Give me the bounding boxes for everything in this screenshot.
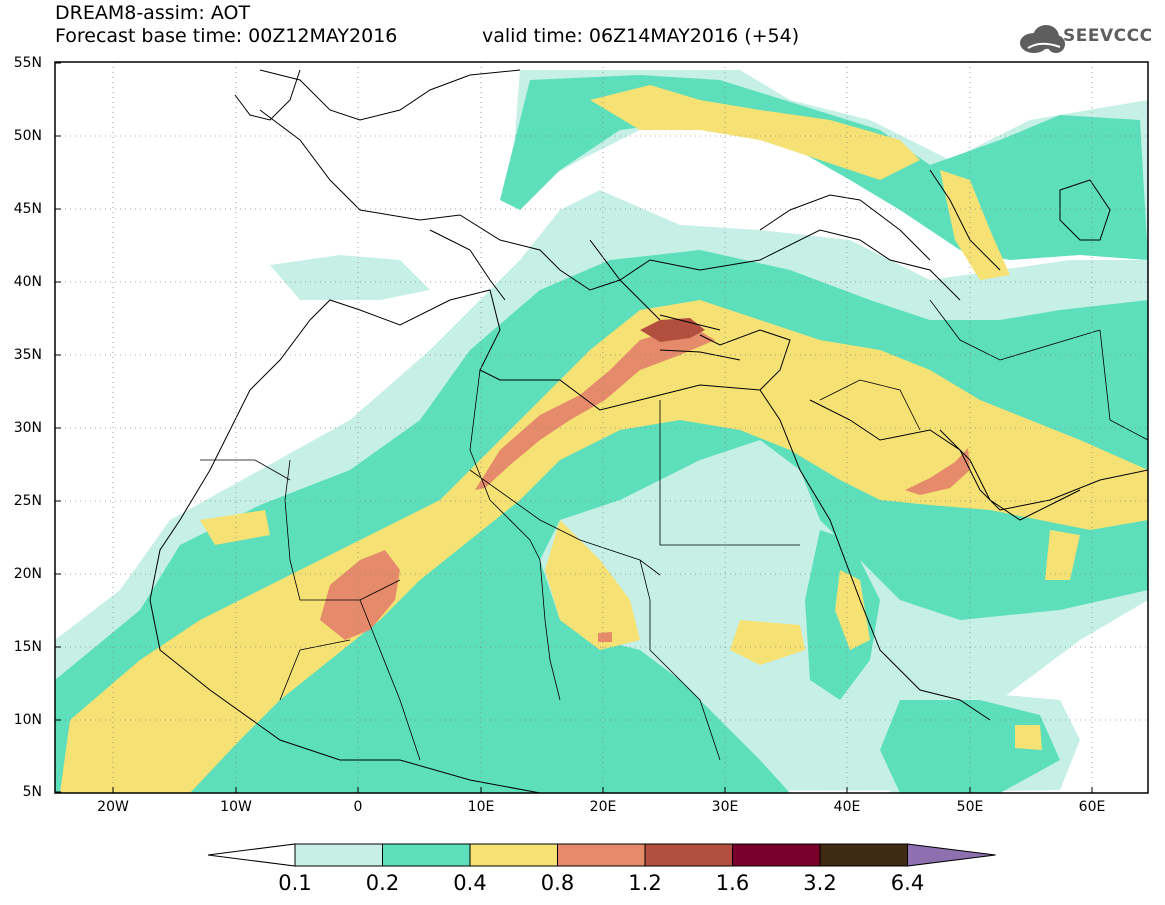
colorbar-label: 3.2 (803, 871, 837, 895)
lat-label: 45N (13, 201, 42, 217)
colorbar-swatch (819, 843, 908, 867)
chart-title: DREAM8-assim: AOT (55, 2, 251, 24)
colorbar-swatch (557, 843, 646, 867)
lon-label: 60E (1078, 799, 1106, 815)
aot-band-0.4 (835, 570, 870, 650)
aot-band-0.4 (545, 520, 640, 650)
aot-band-0.4 (1045, 530, 1080, 580)
seevccc-logo (1020, 25, 1065, 53)
aot-band-0.4 (60, 300, 1148, 793)
aot-band-0.4 (590, 85, 920, 180)
colorbar-under-arrow (207, 843, 296, 867)
colorbar-label: 0.4 (453, 871, 487, 895)
aot-band-0.4 (1015, 725, 1042, 750)
lon-label: 40E (833, 799, 861, 815)
lat-label: 35N (13, 347, 42, 363)
colorbar-label: 0.1 (278, 871, 312, 895)
colorbar-label: 0.2 (365, 871, 400, 895)
lon-label: 50E (956, 799, 984, 815)
aot-band-0.8 (475, 325, 715, 490)
lon-label: 10W (220, 799, 252, 815)
colorbar-label: 1.2 (628, 871, 662, 895)
lat-label: 5N (22, 784, 42, 800)
colorbar-label: 0.8 (540, 871, 575, 895)
lon-label: 20W (97, 799, 129, 815)
lon-label: 0 (353, 799, 363, 815)
aot-band-0.4 (730, 620, 805, 665)
colorbar-over-arrow (907, 843, 996, 867)
country-borders (200, 299, 1148, 761)
aot-band-0.8 (320, 550, 400, 640)
gridlines (55, 62, 1148, 793)
lat-label: 55N (13, 55, 42, 71)
lat-label: 15N (13, 639, 42, 655)
colorbar-label: 6.4 (890, 871, 925, 895)
colorbar-swatch (644, 843, 733, 867)
valid-time-label: valid time: 06Z14MAY2016 (+54) (482, 25, 800, 47)
lat-label: 10N (13, 712, 42, 728)
colorbar-swatch (294, 843, 383, 867)
aot-band-0.4 (200, 510, 270, 545)
axis-ticks (55, 62, 1093, 793)
cloud-icon (1020, 25, 1065, 53)
aot-band-0.4 (940, 170, 1010, 280)
aot-band-0.8 (905, 448, 970, 495)
aot-field (55, 70, 1148, 793)
colorbar-label: 1.6 (715, 871, 750, 895)
colorbar-swatch (469, 843, 558, 867)
lat-label: 40N (13, 274, 42, 290)
aot-band-0.2 (880, 700, 1060, 793)
lon-label: 10E (467, 799, 495, 815)
lat-label: 30N (13, 420, 42, 436)
lon-label: 20E (589, 799, 617, 815)
aot-band-0.1 (270, 255, 430, 300)
logo-text: SEEVCCC (1063, 26, 1153, 46)
colorbar-swatch (732, 843, 821, 867)
aot-band-1.2 (640, 318, 705, 342)
lat-label: 25N (13, 493, 42, 509)
lon-label: 30E (711, 799, 739, 815)
lat-label: 20N (13, 566, 42, 582)
colorbar-swatch (382, 843, 471, 867)
base-time-label: Forecast base time: 00Z12MAY2016 (55, 25, 398, 47)
colorbar (207, 843, 996, 867)
lat-label: 50N (13, 128, 42, 144)
aot-band-0.8 (598, 632, 612, 642)
